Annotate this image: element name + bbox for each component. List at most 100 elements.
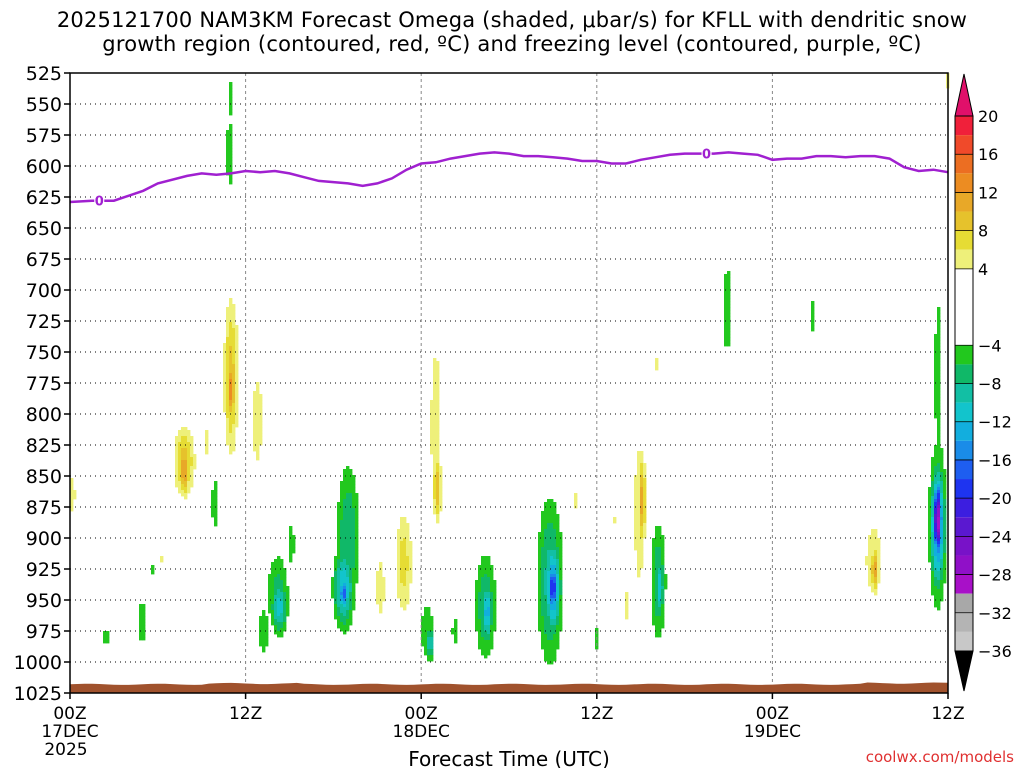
- omega-cell: [70, 508, 74, 512]
- omega-cell: [550, 658, 554, 662]
- omega-cell: [547, 616, 551, 620]
- omega-cell: [406, 541, 410, 545]
- omega-cell: [868, 568, 872, 572]
- omega-cell: [544, 544, 548, 548]
- omega-cell: [340, 601, 344, 605]
- omega-cell: [400, 571, 404, 575]
- omega-cell: [226, 379, 230, 383]
- x-axis-title: Forecast Time (UTC): [408, 747, 610, 768]
- omega-cell: [352, 571, 356, 575]
- omega-cell: [937, 514, 941, 518]
- omega-cell: [277, 628, 281, 632]
- omega-cell: [655, 628, 659, 632]
- omega-cell: [661, 583, 665, 587]
- omega-cell: [484, 631, 488, 635]
- omega-cell: [352, 499, 356, 503]
- omega-cell: [874, 529, 878, 533]
- omega-cell: [481, 556, 485, 560]
- omega-cell: [193, 466, 197, 470]
- colorbar-bin: [955, 555, 973, 575]
- omega-cell: [343, 472, 347, 476]
- omega-cell: [541, 616, 545, 620]
- omega-cell: [283, 577, 287, 581]
- omega-cell: [232, 361, 236, 365]
- omega-cell: [934, 520, 938, 524]
- omega-cell: [436, 460, 440, 464]
- omega-cell: [229, 148, 233, 152]
- omega-cell: [178, 481, 182, 485]
- omega-cell: [139, 616, 143, 620]
- omega-cell: [277, 595, 281, 599]
- omega-cell: [550, 505, 554, 509]
- omega-cell: [283, 628, 287, 632]
- omega-cell: [877, 550, 881, 554]
- omega-cell: [541, 511, 545, 515]
- omega-cell: [349, 511, 353, 515]
- omega-cell: [655, 568, 659, 572]
- omega-cell: [538, 571, 542, 575]
- omega-cell: [403, 559, 407, 563]
- omega-cell: [193, 460, 197, 464]
- omega-cell: [379, 574, 383, 578]
- omega-cell: [550, 547, 554, 551]
- omega-cell: [346, 568, 350, 572]
- omega-cell: [337, 571, 341, 575]
- omega-cell: [934, 502, 938, 506]
- omega-cell: [235, 337, 239, 341]
- surface-terrain: [70, 682, 948, 693]
- omega-cell: [658, 616, 662, 620]
- omega-cell: [658, 589, 662, 593]
- omega-cell: [727, 283, 731, 287]
- omega-cell: [931, 517, 935, 521]
- omega-cell: [406, 601, 410, 605]
- omega-cell: [340, 523, 344, 527]
- omega-cell: [559, 538, 563, 542]
- omega-cell: [490, 622, 494, 626]
- omega-cell: [436, 490, 440, 494]
- omega-cell: [181, 490, 185, 494]
- omega-cell: [655, 583, 659, 587]
- omega-cell: [556, 586, 560, 590]
- omega-cell: [652, 616, 656, 620]
- omega-cell: [337, 586, 341, 590]
- omega-cell: [235, 382, 239, 386]
- omega-cell: [934, 409, 938, 413]
- omega-cell: [439, 481, 443, 485]
- omega-cell: [349, 586, 353, 590]
- omega-cell: [931, 556, 935, 560]
- omega-cell: [337, 595, 341, 599]
- omega-cell: [550, 520, 554, 524]
- omega-cell: [868, 544, 872, 548]
- omega-cell: [430, 400, 434, 404]
- omega-cell: [871, 538, 875, 542]
- omega-cell: [142, 631, 146, 635]
- omega-cell: [553, 607, 557, 611]
- omega-cell: [349, 613, 353, 617]
- omega-cell: [811, 304, 815, 308]
- omega-cell: [553, 556, 557, 560]
- omega-cell: [433, 376, 437, 380]
- omega-cell: [397, 571, 401, 575]
- omega-cell: [142, 634, 146, 638]
- omega-cell: [268, 598, 272, 602]
- omega-cell: [346, 559, 350, 563]
- omega-cell: [190, 436, 194, 440]
- omega-cell: [235, 409, 239, 413]
- omega-cell: [490, 613, 494, 617]
- omega-cell: [256, 421, 260, 425]
- omega-cell: [937, 565, 941, 569]
- omega-cell: [235, 364, 239, 368]
- omega-cell: [634, 508, 638, 512]
- omega-cell: [934, 541, 938, 545]
- omega-cell: [346, 580, 350, 584]
- omega-cell: [547, 511, 551, 515]
- omega-cell: [190, 442, 194, 446]
- omega-cell: [934, 592, 938, 596]
- omega-cell: [547, 577, 551, 581]
- omega-cell: [478, 640, 482, 644]
- omega-cell: [550, 613, 554, 617]
- omega-cell: [652, 583, 656, 587]
- omega-cell: [265, 637, 269, 641]
- omega-cell: [334, 610, 338, 614]
- omega-cell: [655, 571, 659, 575]
